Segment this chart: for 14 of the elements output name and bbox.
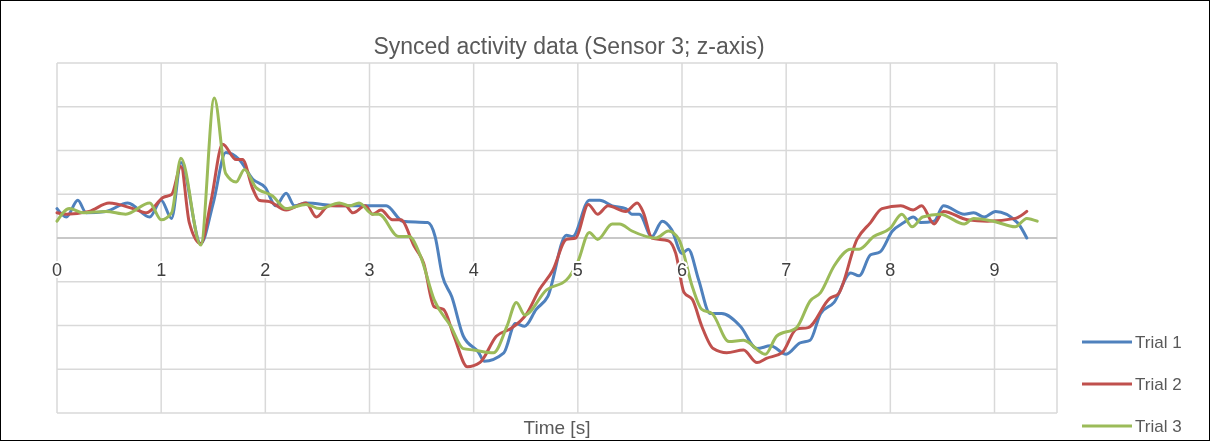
- x-tick-label: 9: [989, 260, 1000, 280]
- chart-title: Synced activity data (Sensor 3; z-axis): [373, 33, 765, 59]
- legend-label: Trial 2: [1135, 375, 1182, 394]
- x-tick-label: 3: [364, 260, 375, 280]
- legend-label: Trial 1: [1135, 333, 1182, 352]
- x-tick-label: 1: [156, 260, 167, 280]
- x-tick-label: 7: [781, 260, 792, 280]
- x-axis-title: Time [s]: [523, 417, 591, 438]
- x-tick-label: 8: [885, 260, 896, 280]
- x-tick-label: 4: [468, 260, 479, 280]
- legend-label: Trial 3: [1135, 417, 1182, 436]
- x-tick-label: 2: [260, 260, 271, 280]
- x-tick-label: 0: [51, 260, 63, 280]
- x-tick-label: 5: [572, 260, 583, 280]
